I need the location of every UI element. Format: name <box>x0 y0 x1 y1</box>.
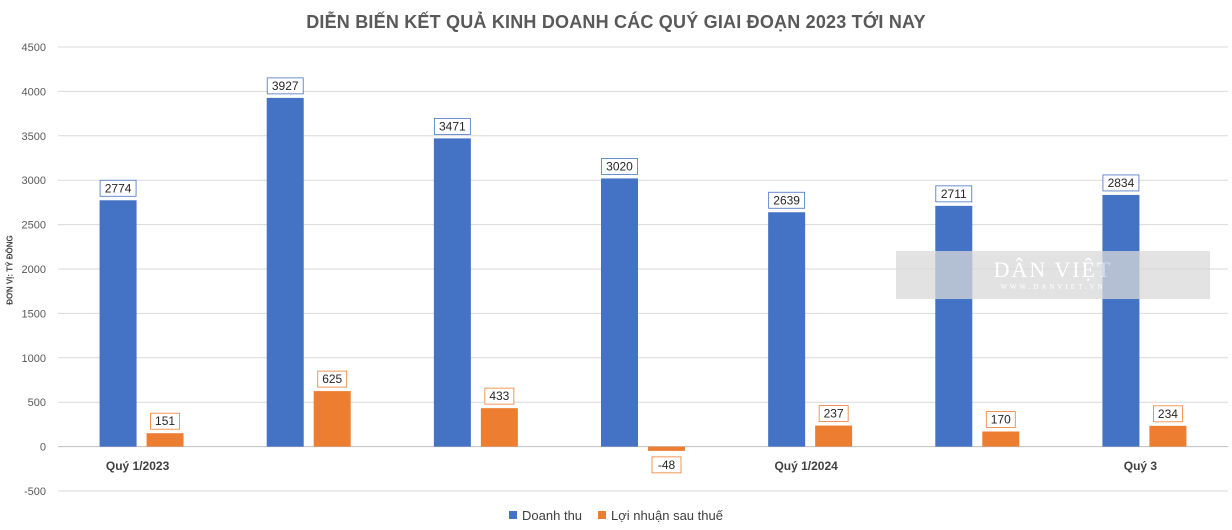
watermark-main: DÂN VIỆT <box>993 257 1113 282</box>
y-tick-label: 4500 <box>22 42 46 54</box>
data-label: 2834 <box>1108 176 1135 190</box>
data-label-box <box>99 179 137 197</box>
bar-doanh-thu <box>433 138 471 447</box>
legend-swatch <box>598 511 607 519</box>
bar-loi-nhuan <box>313 391 351 447</box>
legend-item: Doanh thu <box>509 508 582 523</box>
y-tick-label: 2000 <box>22 264 46 276</box>
y-tick-label: 4000 <box>22 86 46 98</box>
data-label: 625 <box>322 372 342 386</box>
data-label-box <box>601 158 638 175</box>
legend-item: Lợi nhuận sau thuế <box>598 508 723 523</box>
legend-swatch <box>509 511 518 519</box>
data-label: 2711 <box>941 187 967 201</box>
data-label: 3020 <box>606 159 633 173</box>
data-label-box <box>317 370 348 388</box>
watermark-sub: WWW.DANVIET.VN <box>1000 283 1106 291</box>
data-label: 433 <box>489 389 509 403</box>
y-tick-label: 3500 <box>22 131 46 143</box>
x-tick-label: Quý 1/2023 <box>106 459 170 473</box>
chart-legend: Doanh thu Lợi nhuận sau thuế <box>0 508 1232 523</box>
data-label: 2774 <box>105 181 132 195</box>
bar-loi-nhuan <box>1149 425 1187 447</box>
data-label-box <box>433 117 471 135</box>
data-label-box <box>768 191 806 209</box>
bar-doanh-thu <box>935 205 973 447</box>
data-label: 151 <box>155 414 175 428</box>
bar-doanh-thu <box>266 97 304 447</box>
data-label: 237 <box>824 407 844 421</box>
bar-loi-nhuan <box>648 446 685 451</box>
data-label: 2639 <box>773 193 800 207</box>
bar-loi-nhuan <box>815 425 853 447</box>
data-label-box <box>484 387 515 405</box>
data-label-box <box>985 411 1016 428</box>
x-tick-label: Quý 3 <box>1124 459 1158 473</box>
data-label: 234 <box>1158 407 1178 421</box>
bar-doanh-thu <box>768 212 806 447</box>
bar-loi-nhuan <box>982 431 1020 447</box>
legend-label: Lợi nhuận sau thuế <box>611 508 723 523</box>
data-label-box <box>1153 405 1183 423</box>
data-label: 3471 <box>439 119 466 133</box>
bar-loi-nhuan <box>480 408 518 447</box>
data-label-box <box>150 412 180 430</box>
legend-label: Doanh thu <box>522 508 583 523</box>
data-label-box <box>1102 174 1140 192</box>
y-tick-label: 1000 <box>22 353 46 365</box>
bar-doanh-thu <box>601 178 638 447</box>
data-label-box <box>651 456 682 474</box>
y-tick-label: 2500 <box>22 220 46 232</box>
bar-loi-nhuan <box>146 433 184 447</box>
data-label: 3927 <box>272 79 299 93</box>
y-tick-label: 3000 <box>22 175 46 187</box>
chart-title: DIỄN BIẾN KẾT QUẢ KINH DOANH CÁC QUÝ GIA… <box>306 12 926 32</box>
data-label-box <box>935 185 973 203</box>
bar-doanh-thu <box>99 200 137 447</box>
watermark-logo: DÂN VIỆT WWW.DANVIET.VN <box>896 251 1210 299</box>
bar-doanh-thu <box>1102 194 1140 447</box>
y-tick-label: 500 <box>28 397 46 409</box>
data-label-box <box>266 77 304 95</box>
y-tick-label: 1500 <box>22 308 46 320</box>
x-tick-label: Quý 1/2024 <box>774 459 838 473</box>
data-label-box <box>818 405 849 422</box>
y-tick-label: 0 <box>40 442 46 454</box>
y-tick-label: -500 <box>24 486 46 498</box>
data-label: 170 <box>991 413 1011 427</box>
data-label: -48 <box>658 458 676 472</box>
